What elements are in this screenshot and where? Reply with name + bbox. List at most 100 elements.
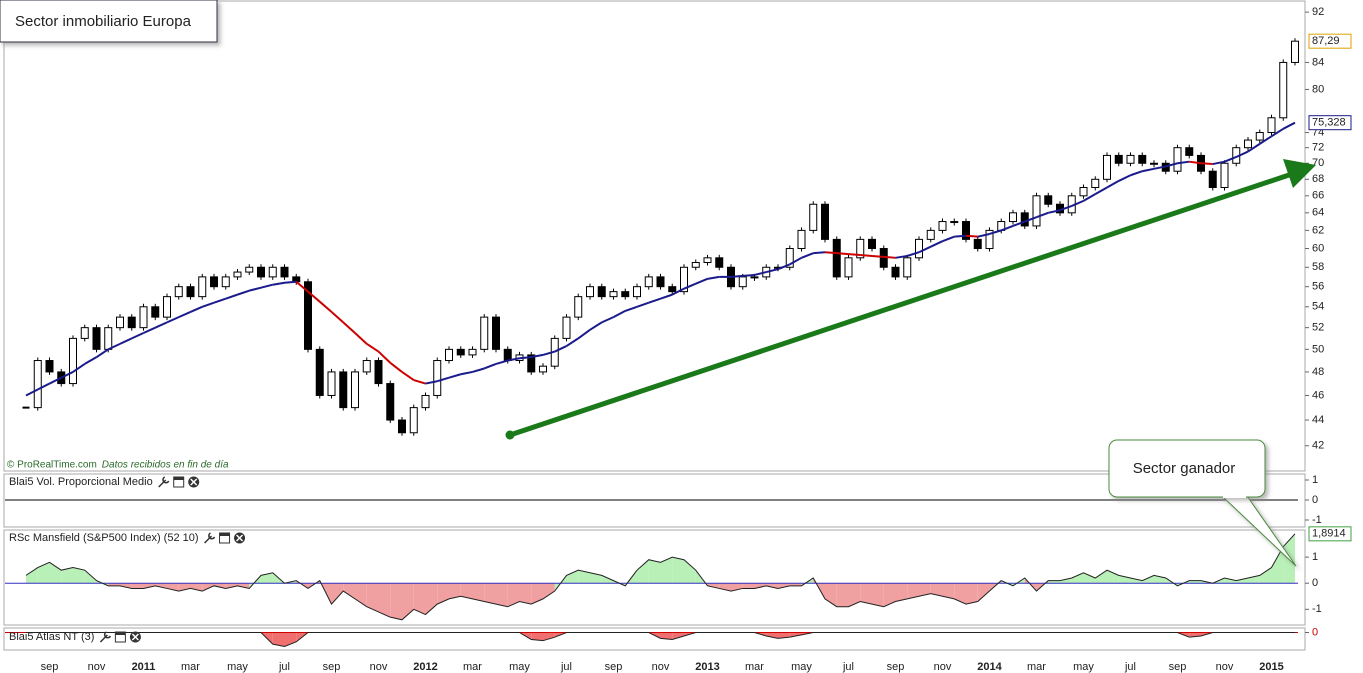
moving-average <box>330 311 344 324</box>
wrench-icon <box>204 532 216 544</box>
x-tick-label: mar <box>181 661 200 673</box>
atlas-panel <box>3 627 1306 651</box>
candle <box>33 360 42 409</box>
area <box>343 583 355 599</box>
area <box>61 567 73 584</box>
y-tick-label: 46 <box>1312 389 1324 401</box>
candle <box>809 203 818 231</box>
y-tick-label: 58 <box>1312 261 1324 273</box>
candle <box>1255 132 1264 141</box>
candle <box>1044 195 1053 205</box>
price-tag-label: 87,29 <box>1312 35 1340 47</box>
area <box>907 583 919 599</box>
moving-average <box>601 316 614 324</box>
x-tick-label: sep <box>1169 661 1187 673</box>
source-note: Datos recibidos en fin de día <box>102 460 229 471</box>
y-tick-label: -1 <box>1312 514 1322 526</box>
moving-average <box>1235 150 1249 158</box>
moving-average <box>401 371 415 381</box>
area <box>672 557 684 584</box>
area <box>684 559 696 584</box>
area <box>930 583 943 597</box>
moving-average <box>201 301 215 308</box>
area <box>261 572 273 584</box>
moving-average <box>742 273 755 277</box>
window-bar <box>219 533 230 536</box>
candle <box>104 327 113 350</box>
area <box>413 583 426 615</box>
candle <box>398 419 406 434</box>
area <box>1130 578 1143 584</box>
y-tick-label: 0 <box>1312 626 1318 638</box>
moving-average <box>1059 205 1073 212</box>
moving-average <box>519 356 532 360</box>
moving-average <box>225 293 238 300</box>
x-tick-label: sep <box>41 661 59 673</box>
candle <box>680 266 688 293</box>
candle <box>139 306 148 329</box>
area <box>1165 578 1178 586</box>
moving-average <box>460 370 473 376</box>
area <box>472 583 485 602</box>
candle <box>1279 61 1288 119</box>
moving-average <box>37 382 50 391</box>
candle <box>433 360 442 396</box>
moving-average <box>143 326 156 334</box>
y-tick-label: 56 <box>1312 281 1324 293</box>
area <box>1142 575 1154 584</box>
y-tick-label: 60 <box>1312 242 1324 254</box>
moving-average <box>95 348 109 358</box>
moving-average <box>213 297 227 304</box>
candle <box>327 371 336 396</box>
candle <box>844 257 853 278</box>
area-line <box>25 533 1296 621</box>
area <box>648 559 661 584</box>
moving-average <box>671 287 685 296</box>
moving-average <box>918 245 932 254</box>
area <box>1259 567 1272 584</box>
candle <box>832 238 841 278</box>
candle <box>1185 147 1194 156</box>
moving-average <box>342 321 356 334</box>
moving-average <box>366 343 380 353</box>
area <box>836 583 849 607</box>
area <box>214 583 226 589</box>
y-tick-label: 72 <box>1312 142 1324 154</box>
indicator-title: Blai5 Vol. Proporcional Medio <box>9 476 153 488</box>
moving-average <box>413 379 426 385</box>
moving-average <box>307 290 321 303</box>
moving-average <box>25 388 39 397</box>
moving-average <box>1247 143 1261 153</box>
area <box>1224 578 1237 584</box>
candle <box>503 348 512 362</box>
moving-average <box>1189 160 1202 165</box>
y-tick-label: 84 <box>1312 56 1324 68</box>
moving-average <box>72 363 86 373</box>
candle <box>891 266 900 278</box>
area <box>1083 572 1096 584</box>
marks: 4244464850525456586062646668707274808492… <box>5 6 1352 673</box>
x-tick-label: may <box>227 661 248 673</box>
x-tick-label: mar <box>463 661 482 673</box>
area <box>789 632 802 638</box>
moving-average <box>801 252 814 259</box>
area <box>707 583 720 589</box>
price-tag-label: 75,328 <box>1312 117 1346 129</box>
area <box>872 583 884 607</box>
candle <box>868 238 876 250</box>
candle <box>1114 154 1123 164</box>
moving-average <box>565 337 579 347</box>
candle <box>785 248 794 268</box>
y-tick-label: 50 <box>1312 343 1324 355</box>
moving-average <box>824 251 837 255</box>
candle <box>973 238 982 250</box>
x-tick-label: sep <box>323 661 341 673</box>
candle <box>351 371 359 409</box>
area <box>1271 546 1284 584</box>
moving-average <box>836 252 849 256</box>
moving-average <box>648 297 661 304</box>
moving-average <box>1071 199 1084 207</box>
area <box>848 583 861 607</box>
moving-average <box>1212 160 1225 166</box>
moving-average <box>860 254 873 257</box>
